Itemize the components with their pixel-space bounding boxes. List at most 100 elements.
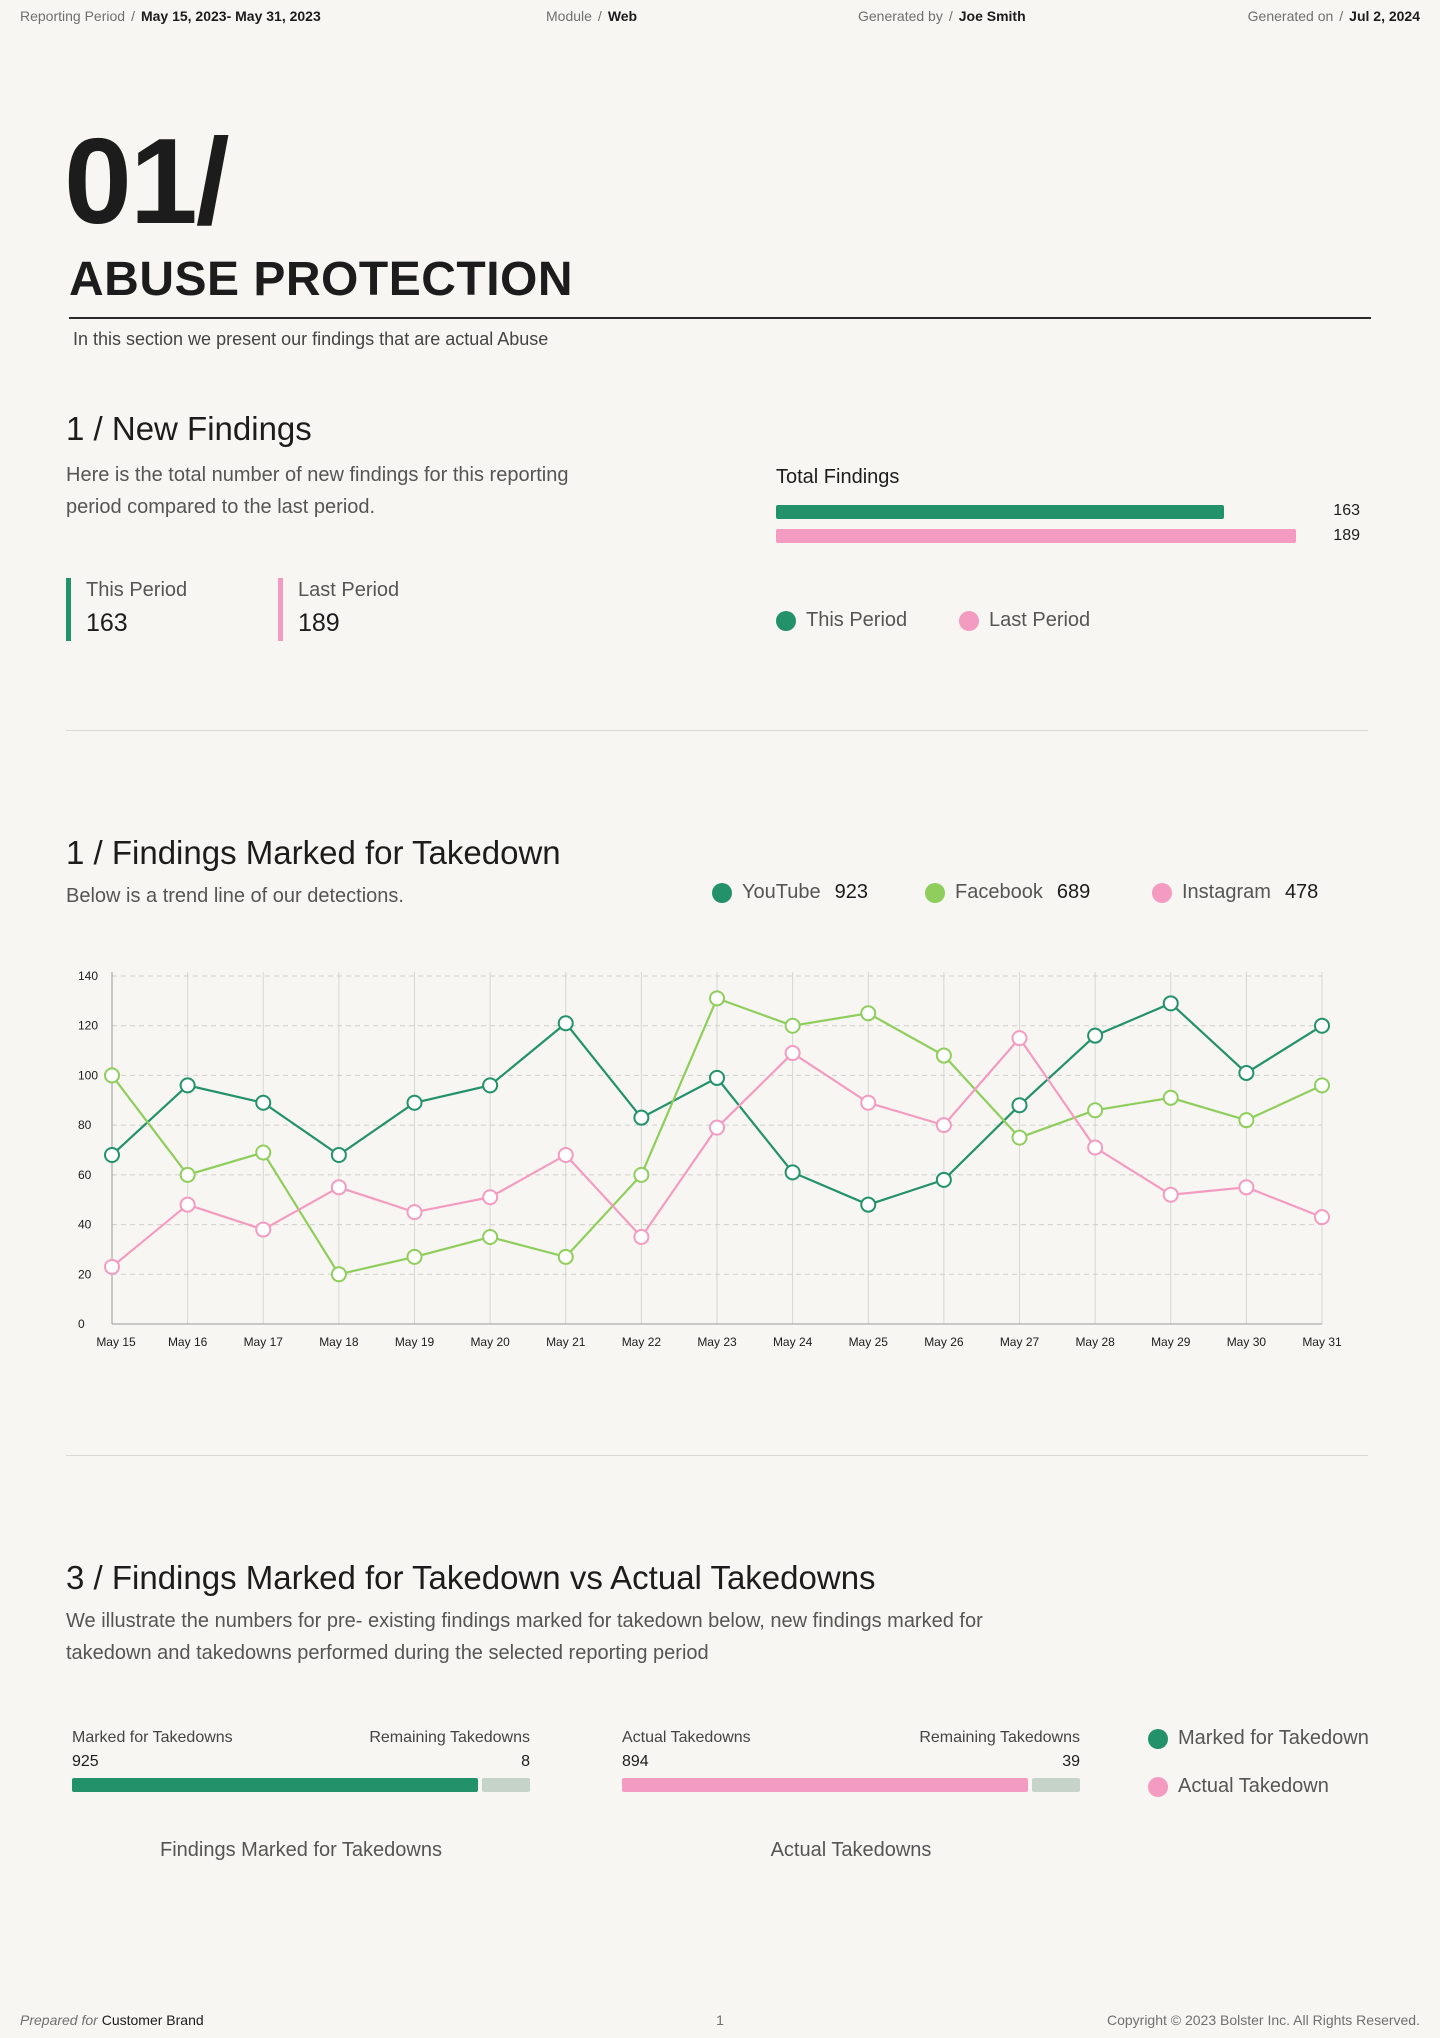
reporting-period-value: May 15, 2023- May 31, 2023 [140, 8, 321, 24]
x-tick-label: May 31 [1302, 1335, 1342, 1349]
total-findings-bar-last-period [776, 529, 1296, 543]
data-point-youtube [104, 1146, 120, 1163]
generated-by-value: Joe Smith [958, 8, 1026, 24]
legend-dot-marked [1148, 1728, 1168, 1749]
generated-on-value: Jul 2, 2024 [1349, 8, 1420, 24]
vs-title: 3 / Findings Marked for Takedown vs Actu… [66, 1559, 876, 1596]
legend-actual-takedown: Actual Takedown [1148, 1775, 1329, 1798]
y-tick-label: 80 [78, 1118, 92, 1132]
legend-this-period: This Period [776, 609, 907, 632]
this-period-value: 163 [86, 609, 128, 637]
prepared-for-value: Customer Brand [101, 2012, 204, 2028]
legend-youtube: YouTube 923 [712, 881, 868, 904]
divider [66, 1455, 1368, 1456]
data-point-instagram [1011, 1030, 1028, 1047]
legend-youtube-value: 923 [834, 881, 868, 903]
data-point-instagram [104, 1258, 120, 1275]
last-period-accent [278, 578, 283, 641]
x-tick-label: May 22 [622, 1335, 662, 1349]
data-point-instagram [557, 1146, 574, 1163]
x-tick-label: May 17 [244, 1335, 284, 1349]
data-point-instagram [482, 1189, 499, 1206]
new-findings-title: 1 / New Findings [66, 410, 312, 447]
new-findings-description: Here is the total number of new findings… [66, 464, 569, 518]
total-findings-label-last-period: 189 [1333, 527, 1360, 544]
legend-dot-green [776, 610, 796, 631]
data-point-instagram [1087, 1139, 1104, 1156]
data-point-facebook [330, 1266, 347, 1283]
data-point-youtube [557, 1015, 574, 1032]
x-tick-label: May 30 [1227, 1335, 1267, 1349]
meta-generated-by: Generated by / Joe Smith [858, 8, 1026, 24]
data-point-instagram [1162, 1186, 1179, 1203]
footer-copyright: Copyright © 2023 Bolster Inc. All Rights… [1106, 2012, 1420, 2028]
meta-reporting-period: Reporting Period / May 15, 2023- May 31, 2… [20, 8, 321, 24]
left-caption: Findings Marked for Takedowns [160, 1839, 442, 1861]
section-title: ABUSE PROTECTION [69, 253, 574, 306]
data-point-youtube [709, 1069, 725, 1086]
data-point-youtube [406, 1094, 423, 1111]
footer-prepared-for: Prepared for Customer Brand [20, 2012, 204, 2028]
data-point-instagram [406, 1204, 423, 1221]
bar-marked-segment [72, 1778, 478, 1792]
data-point-facebook [179, 1166, 196, 1183]
this-period-accent [66, 578, 71, 641]
left-value-remaining: 8 [521, 1753, 530, 1770]
x-tick-label: May 20 [470, 1335, 510, 1349]
generated-by-label: Generated by [858, 8, 943, 24]
legend-facebook-value: 689 [1056, 881, 1091, 903]
right-stacked-bar [622, 1778, 1080, 1792]
data-point-youtube [179, 1077, 196, 1094]
section-intro: In this section we present our findings … [73, 329, 549, 349]
legend-last-period: Last Period [959, 609, 1090, 632]
left-label-marked: Marked for Takedowns [72, 1729, 233, 1746]
legend-last-period-label: Last Period [989, 609, 1091, 631]
y-tick-label: 0 [78, 1317, 85, 1331]
data-point-facebook [1087, 1102, 1104, 1119]
module-value: Web [607, 8, 638, 24]
y-tick-label: 60 [78, 1168, 92, 1182]
prepared-for-label: Prepared for [20, 2012, 98, 2028]
legend-dot-instagram [1152, 882, 1172, 903]
data-point-instagram [330, 1179, 347, 1196]
y-tick-label: 40 [78, 1218, 92, 1232]
data-point-youtube [1162, 995, 1179, 1012]
data-point-instagram [935, 1117, 952, 1134]
meta-separator: / [131, 8, 135, 24]
meta-separator: / [597, 8, 602, 24]
legend-instagram-value: 478 [1284, 881, 1319, 903]
bar-remaining-segment [1032, 1778, 1080, 1792]
legend-dot-youtube [712, 882, 732, 903]
data-point-instagram [1238, 1179, 1255, 1196]
divider [66, 730, 1368, 731]
trend-line-chart: 0 20 40 60 80 100 120 140 May 15 May 16 May 17 May … [78, 969, 1342, 1349]
data-point-facebook [860, 1005, 877, 1022]
legend-instagram-label: Instagram [1182, 881, 1271, 903]
bar-actual-segment [622, 1778, 1028, 1792]
data-point-youtube [255, 1094, 272, 1111]
reporting-period-label: Reporting Period [20, 8, 126, 24]
legend-instagram: Instagram 478 [1152, 881, 1318, 904]
takedown-title: 1 / Findings Marked for Takedown [66, 834, 561, 871]
legend-facebook: Facebook 689 [925, 881, 1090, 904]
x-tick-label: May 23 [697, 1335, 737, 1349]
x-tick-label: May 16 [168, 1335, 208, 1349]
y-tick-label: 100 [78, 1068, 98, 1082]
legend-facebook-label: Facebook [955, 881, 1043, 903]
legend-marked-label: Marked for Takedown [1178, 1727, 1369, 1749]
x-tick-label: May 25 [849, 1335, 889, 1349]
y-tick-label: 120 [78, 1019, 98, 1033]
legend-youtube-label: YouTube [742, 881, 821, 903]
data-point-facebook [709, 990, 725, 1007]
data-point-instagram [860, 1094, 877, 1111]
right-label-actual: Actual Takedowns [622, 1729, 751, 1746]
y-tick-label: 140 [78, 969, 98, 983]
generated-on-label: Generated on [1247, 8, 1334, 24]
meta-module: Module / Web [546, 8, 637, 24]
data-point-youtube [1087, 1027, 1104, 1044]
left-label-remaining: Remaining Takedowns [369, 1729, 530, 1746]
meta-separator: / [1339, 8, 1344, 24]
x-tick-label: May 28 [1075, 1335, 1115, 1349]
right-value-remaining: 39 [1062, 1753, 1080, 1770]
right-value-actual: 894 [622, 1753, 649, 1770]
